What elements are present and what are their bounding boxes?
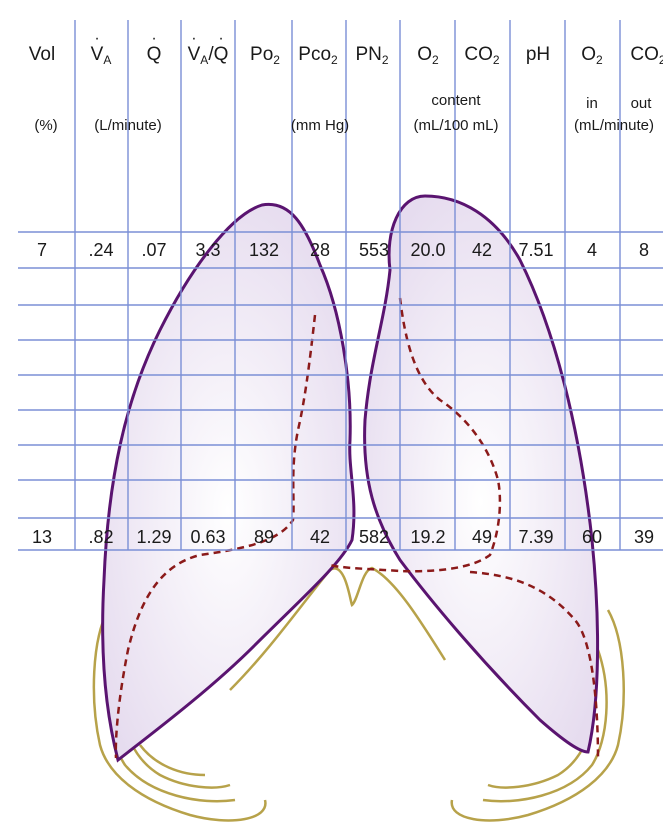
apex-cell-7: 20.0 [410,240,446,260]
base-cell-1: .82 [88,527,114,547]
unit-in: in [586,95,598,112]
apex-cell-5: 28 [309,240,331,260]
data-grid [18,20,663,551]
base-cell-2: 1.29 [136,527,172,547]
header-po2: Po2 [250,44,280,67]
right-lung [363,194,600,754]
base-cell-0: 13 [31,527,53,547]
base-cell-5: 42 [309,527,331,547]
left-rib-4 [139,744,206,777]
right-rib-2 [482,649,608,803]
apex-cell-11: 8 [638,240,650,260]
base-cell-4: 89 [253,527,275,547]
header-ph: pH [525,44,551,65]
apex-cell-1: .24 [88,240,114,260]
header-q: · Q [146,30,162,65]
apex-cell-2: .07 [141,240,167,260]
base-cell-8: 49 [471,527,493,547]
dot-vaq-q: · [218,30,224,47]
header-vol: Vol [28,44,56,65]
header-va: · VA [90,30,112,67]
header-o2-in: O2 [581,44,603,67]
left-fissure [114,314,317,759]
header-co2-content: CO2 [464,44,500,67]
apex-cell-4: 132 [248,240,280,260]
unit-exchange: (mL/minute) [573,117,655,134]
apex-cell-10: 4 [586,240,598,260]
unit-flow: (L/minute) [94,117,162,134]
unit-pressure: (mm Hg) [290,117,350,134]
base-cell-3: 0.63 [190,527,226,547]
dot-va: · [94,30,100,47]
left-rib-1 [92,609,267,822]
dot-vaq: · [191,30,197,47]
dot-q: · [151,30,157,47]
unit-content-top: content [431,92,481,109]
header-co2-out: CO2 [630,44,663,67]
base-cell-9: 7.39 [518,527,554,547]
header-va-q: · VA/· Q [187,30,229,67]
right-lower-fissure [469,570,600,761]
base-cell-7: 19.2 [410,527,446,547]
base-cell-6: 582 [358,527,390,547]
header-pco2: Pco2 [298,44,338,67]
header-pn2: PN2 [355,44,389,67]
left-lung [101,202,356,763]
base-cell-10: 60 [581,527,603,547]
apex-cell-9: 7.51 [518,240,554,260]
apex-cell-8: 42 [471,240,493,260]
base-cell-11: 39 [633,527,655,547]
unit-content-bottom: (mL/100 mL) [413,117,499,134]
mediastinum [229,566,447,691]
unit-vol: (%) [34,117,58,134]
right-rib-1 [450,609,625,822]
header-o2-content: O2 [417,44,439,67]
apex-cell-3: 3.3 [195,240,221,260]
apex-cell-0: 7 [36,240,48,260]
lung-fissure-lines [114,297,600,761]
unit-out: out [630,95,652,112]
apex-cell-6: 553 [358,240,390,260]
